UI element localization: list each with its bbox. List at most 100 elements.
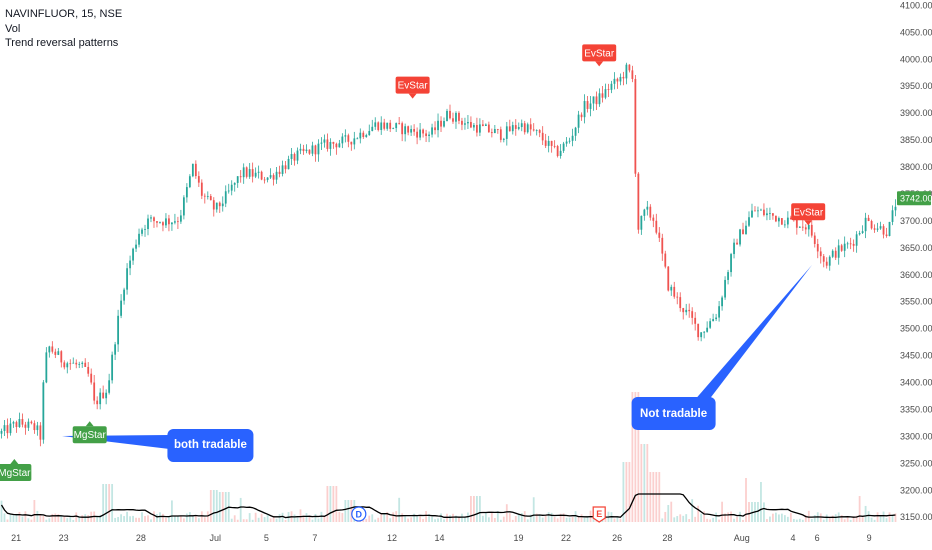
volume-bar xyxy=(772,513,774,522)
marker-label: MgStar xyxy=(0,468,31,479)
candle xyxy=(658,227,661,242)
volume-bar xyxy=(335,486,338,522)
volume-legend[interactable]: Vol xyxy=(5,22,21,35)
candle xyxy=(481,120,484,127)
volume-bar xyxy=(721,501,723,522)
candle xyxy=(565,137,568,147)
volume-bar xyxy=(619,518,622,522)
candle xyxy=(703,331,706,339)
callout-not-tradable[interactable]: Not tradable xyxy=(631,265,812,430)
candle xyxy=(362,130,365,139)
candle xyxy=(320,137,323,150)
candle xyxy=(649,204,652,221)
candle xyxy=(227,183,230,194)
volume-bar xyxy=(631,392,634,522)
volume-bar xyxy=(473,496,475,522)
mgstar-marker[interactable]: MgStar xyxy=(0,458,32,481)
volume-bar xyxy=(129,516,131,522)
candle xyxy=(311,141,314,157)
annotations-layer: both tradable Not tradable xyxy=(62,265,812,462)
candle xyxy=(419,122,421,141)
volume-bar xyxy=(449,515,451,522)
volume-bar xyxy=(505,504,508,522)
candle xyxy=(386,122,389,131)
candle xyxy=(628,64,631,73)
candle xyxy=(574,126,577,141)
candle xyxy=(789,215,792,220)
candle xyxy=(233,182,236,192)
candle xyxy=(493,124,496,134)
volume-bar xyxy=(419,516,421,522)
candle xyxy=(245,166,248,179)
candle xyxy=(338,139,341,148)
candle xyxy=(398,116,401,125)
volume-bar xyxy=(123,516,125,522)
volume-bar xyxy=(703,511,706,522)
volume-bar xyxy=(760,482,762,522)
candle xyxy=(42,380,45,444)
candle xyxy=(111,351,114,384)
volume-bar xyxy=(422,519,424,522)
price-tick-label: 4050.00 xyxy=(900,27,932,37)
candle xyxy=(813,232,816,248)
symbol-title[interactable]: NAVINFLUOR, 15, NSE xyxy=(5,8,123,20)
candle xyxy=(562,141,565,153)
time-tick-label: 28 xyxy=(662,533,672,543)
volume-bar xyxy=(209,490,212,522)
candle xyxy=(377,121,380,132)
evstar-marker[interactable]: EvStar xyxy=(791,203,826,226)
volume-bar xyxy=(36,510,39,522)
candle xyxy=(236,176,239,188)
candle xyxy=(697,323,700,341)
candle xyxy=(604,83,607,100)
candle xyxy=(643,208,646,221)
price-axis[interactable]: 3150.00 3200.00 3250.00 3300.00 3350.00 3400.… xyxy=(897,0,932,550)
candle xyxy=(335,142,338,155)
candle xyxy=(520,119,523,132)
candle xyxy=(822,253,825,268)
candle xyxy=(39,422,42,447)
evstar-marker[interactable]: EvStar xyxy=(582,44,617,67)
mgstar-marker[interactable]: MgStar xyxy=(72,421,107,444)
volume-bar xyxy=(51,513,54,522)
volume-bar xyxy=(407,518,410,522)
candle xyxy=(467,115,469,130)
candle xyxy=(559,144,562,159)
evstar-marker[interactable]: EvStar xyxy=(395,76,430,99)
volume-bar xyxy=(114,517,117,522)
volume-bar xyxy=(649,472,652,522)
candle xyxy=(748,211,750,228)
volume-bar xyxy=(574,511,577,522)
candle xyxy=(682,307,685,320)
volume-bar xyxy=(604,517,607,522)
candle xyxy=(0,428,3,439)
price-tick-label: 3700.00 xyxy=(900,216,932,226)
volume-bar xyxy=(736,516,738,522)
candle xyxy=(664,250,667,269)
indicator-legend[interactable]: Trend reversal patterns xyxy=(5,37,119,49)
candle xyxy=(239,170,242,183)
volume-bar xyxy=(502,516,505,522)
event-d-icon[interactable]: D xyxy=(351,506,367,522)
callout-both-tradable[interactable]: both tradable xyxy=(62,429,254,462)
volume-bar xyxy=(218,492,221,522)
volume-bar xyxy=(646,444,649,522)
event-e-icon[interactable]: E xyxy=(592,506,606,523)
candle xyxy=(721,295,723,311)
volume-bar xyxy=(700,513,703,522)
time-axis[interactable]: 21 23 28 Jul 5 7 12 14 19 22 26 28 Aug 4 6 9 xyxy=(0,528,897,550)
candle xyxy=(263,176,266,184)
volume-bar xyxy=(452,513,454,522)
candle xyxy=(879,221,882,230)
volume-bar xyxy=(688,519,691,522)
candle xyxy=(305,144,308,154)
candle xyxy=(670,284,673,296)
volume-bar xyxy=(168,516,170,522)
volume-bar xyxy=(263,517,266,522)
volume-bar xyxy=(377,517,380,522)
candle xyxy=(114,341,117,361)
candle xyxy=(177,216,179,229)
candle xyxy=(745,220,747,235)
